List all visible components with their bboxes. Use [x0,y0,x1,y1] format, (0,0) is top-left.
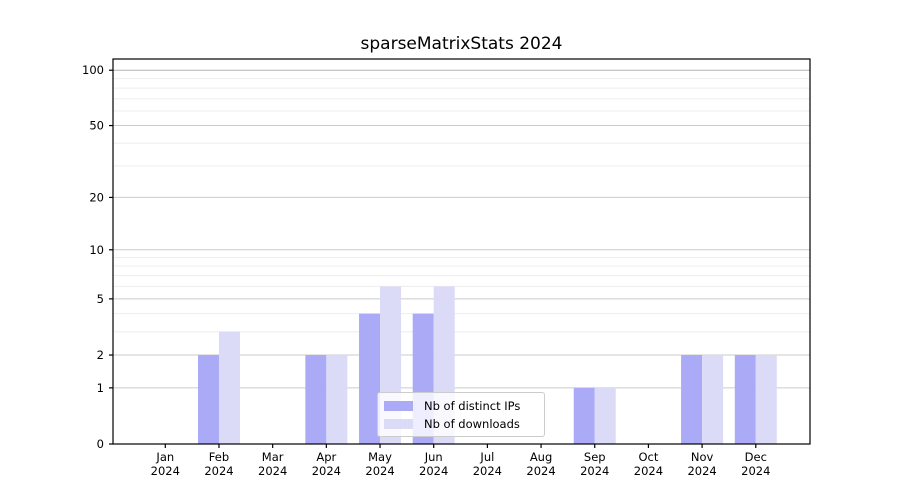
x-tick-label-month: Jul [479,450,494,464]
plot-border [112,58,811,445]
legend-label-downloads: Nb of downloads [424,416,520,431]
x-tick-label-month: Feb [209,450,229,464]
bar-downloads [702,355,724,444]
x-tick-label-month: Oct [638,450,658,464]
y-tick-label: 50 [89,119,104,133]
y-tick-label: 100 [82,63,104,77]
x-tick-label-month: Apr [316,450,336,464]
x-tick-label-year: 2024 [741,464,770,478]
chart-title: sparseMatrixStats 2024 [360,34,563,54]
bar-distinct-ips [305,355,327,444]
y-tick-label: 20 [89,190,104,204]
x-tick-label-month: Jan [155,450,174,464]
x-tick-label-year: 2024 [419,464,448,478]
legend: Nb of distinct IPs Nb of downloads [377,392,545,437]
bar-downloads [218,331,240,444]
bar-distinct-ips [681,355,703,444]
bar-distinct-ips [359,313,381,444]
y-tick-label: 5 [97,292,104,306]
legend-swatch-distinct-ips [384,400,413,411]
y-tick-label: 10 [89,243,104,257]
x-tick-label-year: 2024 [365,464,394,478]
y-tick-label: 0 [97,437,104,451]
bar-downloads [755,355,777,444]
x-tick-label-year: 2024 [580,464,609,478]
x-tick-label-month: Dec [745,450,767,464]
x-tick-label-month: Sep [584,450,606,464]
x-tick-label-year: 2024 [151,464,180,478]
y-tick-label: 1 [97,381,104,395]
x-tick-label-year: 2024 [312,464,341,478]
x-tick-label-month: Jun [424,450,443,464]
x-tick-label-year: 2024 [204,464,233,478]
bar-distinct-ips [573,387,595,444]
x-tick-label-year: 2024 [258,464,287,478]
x-tick-label-month: Mar [262,450,284,464]
x-tick-label-month: Nov [691,450,714,464]
x-tick-label-year: 2024 [634,464,663,478]
y-tick-label: 2 [97,348,104,362]
legend-swatch-downloads [384,418,413,429]
bar-distinct-ips [197,355,219,444]
bar-downloads [594,387,616,444]
x-tick-label-month: May [368,450,392,464]
legend-item-downloads: Nb of downloads [384,416,538,431]
legend-item-distinct-ips: Nb of distinct IPs [384,398,538,413]
bar-downloads [326,355,348,444]
x-tick-label-year: 2024 [526,464,555,478]
x-tick-label-year: 2024 [473,464,502,478]
bar-distinct-ips [734,355,756,444]
x-tick-label-year: 2024 [687,464,716,478]
legend-label-distinct-ips: Nb of distinct IPs [424,398,521,413]
x-tick-label-month: Aug [530,450,552,464]
